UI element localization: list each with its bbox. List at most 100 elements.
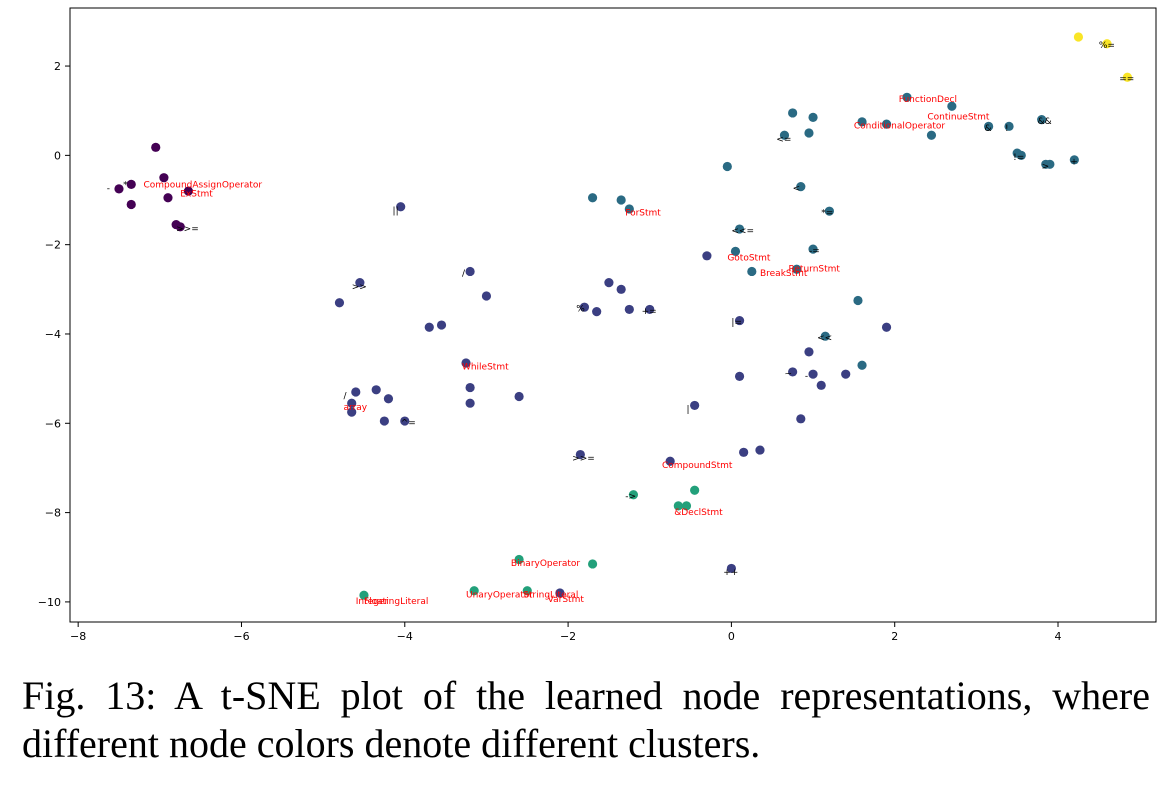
point-label: -> [625,492,636,502]
point-label: > [1042,162,1050,172]
scatter-point-teal [857,360,867,370]
scatter-point-indigo [514,391,524,402]
point-label: array [344,403,368,413]
x-tick-label: −2 [560,630,576,643]
scatter-point-yellow [1073,32,1084,42]
point-label: != [1013,153,1024,163]
scatter-point-green [681,501,692,511]
scatter-point-teal [984,121,994,131]
x-tick-label: 2 [891,630,898,643]
point-label: ++ [723,568,738,578]
point-label: UnaryOperator [466,590,533,600]
scatter-point-green [514,554,524,565]
scatter-point-indigo [690,400,700,411]
scatter-point-indigo [461,358,471,368]
y-tick-label: −8 [45,507,61,520]
scatter-point-indigo [371,385,381,395]
x-tick-label: 4 [1055,630,1062,643]
scatter-point-teal [616,195,626,205]
y-tick-label: 0 [54,149,61,162]
point-label: + [1070,157,1078,167]
scatter-point-indigo [645,304,655,315]
figure-caption: Fig. 13: A t-SNE plot of the learned nod… [22,673,1150,766]
scatter-point-indigo [804,347,814,357]
scatter-point-indigo [400,416,410,426]
scatter-point-teal [808,244,818,254]
scatter-point-indigo [734,315,745,326]
point-label: == [1119,75,1134,85]
point-label: FloatingLiteral [364,597,428,607]
data-points [114,32,1133,600]
scatter-point-teal [926,130,937,140]
scatter-point-yellow [1102,39,1112,49]
scatter-point-green [587,559,598,569]
scatter-point-indigo [604,278,614,288]
point-label: ^= [401,419,416,429]
scatter-point-indigo [383,394,394,404]
scatter-point-purple [126,179,136,189]
scatter-point-green [522,586,532,596]
scatter-point-indigo [379,416,389,426]
point-label: / [462,269,466,279]
point-label: VarStmt [548,595,585,605]
y-tick-label: −4 [45,328,61,341]
x-tick-label: −6 [233,630,249,643]
point-label: Integer [356,597,389,607]
scatter-point-green [359,590,369,600]
point-label: || [393,206,399,216]
scatter-point-indigo [816,380,826,390]
point-label: << [817,334,832,344]
scatter-point-indigo [424,322,434,332]
scatter-point-indigo [734,371,745,381]
scatter-point-indigo [555,588,565,598]
scatter-point-purple [126,199,136,210]
scatter-point-purple [175,222,185,232]
point-label: < [793,184,801,194]
scatter-point-indigo [465,382,475,393]
scatter-point-indigo [351,387,361,397]
point-label: * [123,181,128,191]
scatter-point-indigo [355,278,365,288]
scatter-point-teal [1069,155,1079,165]
x-tick-label: −4 [397,630,413,643]
scatter-point-indigo [841,369,851,379]
point-label: BreakStmt [760,269,808,279]
y-axis-ticks: −10 −8 −6 −4 −2 0 2 [38,60,70,609]
point-label: WhileStmt [462,363,509,373]
y-tick-label: −2 [45,239,61,252]
scatter-point-indigo [465,266,475,277]
point-label: ReturnStmt [789,264,841,274]
point-label: %= [1099,41,1115,51]
scatter-point-teal [722,161,732,172]
tsne-scatter-plot: −8 −6 −4 −2 0 2 4 −10 −8 −6 −4 −2 0 2 CompoundAssign… [38,7,1157,643]
scatter-point-green [469,586,479,596]
scatter-point-indigo [624,304,634,315]
scatter-point-indigo [788,367,798,377]
scatter-point-teal [857,117,867,127]
scatter-point-teal [820,331,830,341]
scatter-point-teal [1045,159,1055,169]
point-label: CompoundStmt [662,461,733,471]
scatter-point-purple [159,173,169,183]
scatter-point-teal [853,295,863,306]
point-label: ExStmt [180,189,213,199]
scatter-point-indigo [881,322,892,332]
point-label: / [344,392,348,402]
point-label: >>= [572,454,595,464]
scatter-point-indigo [755,445,765,455]
scatter-point-indigo [739,447,749,457]
scatter-point-teal [881,119,892,129]
scatter-point-indigo [808,369,818,379]
scatter-point-teal [779,130,790,140]
scatter-point-teal [902,92,912,102]
scatter-point-teal [792,264,802,274]
point-label: >> [352,282,367,292]
scatter-point-teal [788,108,798,118]
point-label: -= [809,247,820,257]
point-label: BinaryOperator [511,559,581,569]
point-label: % [576,305,585,315]
scatter-point-indigo [796,414,806,424]
scatter-point-indigo [347,407,357,417]
scatter-point-teal [804,128,814,138]
